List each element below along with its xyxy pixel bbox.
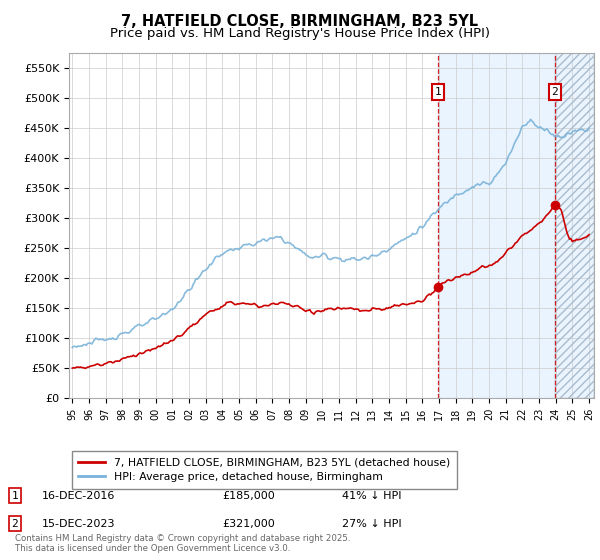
- Text: 41% ↓ HPI: 41% ↓ HPI: [342, 491, 401, 501]
- Text: Contains HM Land Registry data © Crown copyright and database right 2025.
This d: Contains HM Land Registry data © Crown c…: [15, 534, 350, 553]
- Bar: [439, 53, 594, 398]
- Text: 15-DEC-2023: 15-DEC-2023: [42, 519, 115, 529]
- Text: 1: 1: [11, 491, 19, 501]
- Text: 27% ↓ HPI: 27% ↓ HPI: [342, 519, 401, 529]
- Text: Price paid vs. HM Land Registry's House Price Index (HPI): Price paid vs. HM Land Registry's House …: [110, 27, 490, 40]
- Text: 7, HATFIELD CLOSE, BIRMINGHAM, B23 5YL: 7, HATFIELD CLOSE, BIRMINGHAM, B23 5YL: [121, 14, 479, 29]
- Bar: [555, 53, 594, 398]
- Text: £321,000: £321,000: [222, 519, 275, 529]
- Legend: 7, HATFIELD CLOSE, BIRMINGHAM, B23 5YL (detached house), HPI: Average price, det: 7, HATFIELD CLOSE, BIRMINGHAM, B23 5YL (…: [72, 451, 457, 488]
- Text: 16-DEC-2016: 16-DEC-2016: [42, 491, 115, 501]
- Bar: [555, 53, 594, 398]
- Text: 2: 2: [551, 87, 559, 97]
- Text: 1: 1: [435, 87, 442, 97]
- Text: £185,000: £185,000: [222, 491, 275, 501]
- Text: 2: 2: [11, 519, 19, 529]
